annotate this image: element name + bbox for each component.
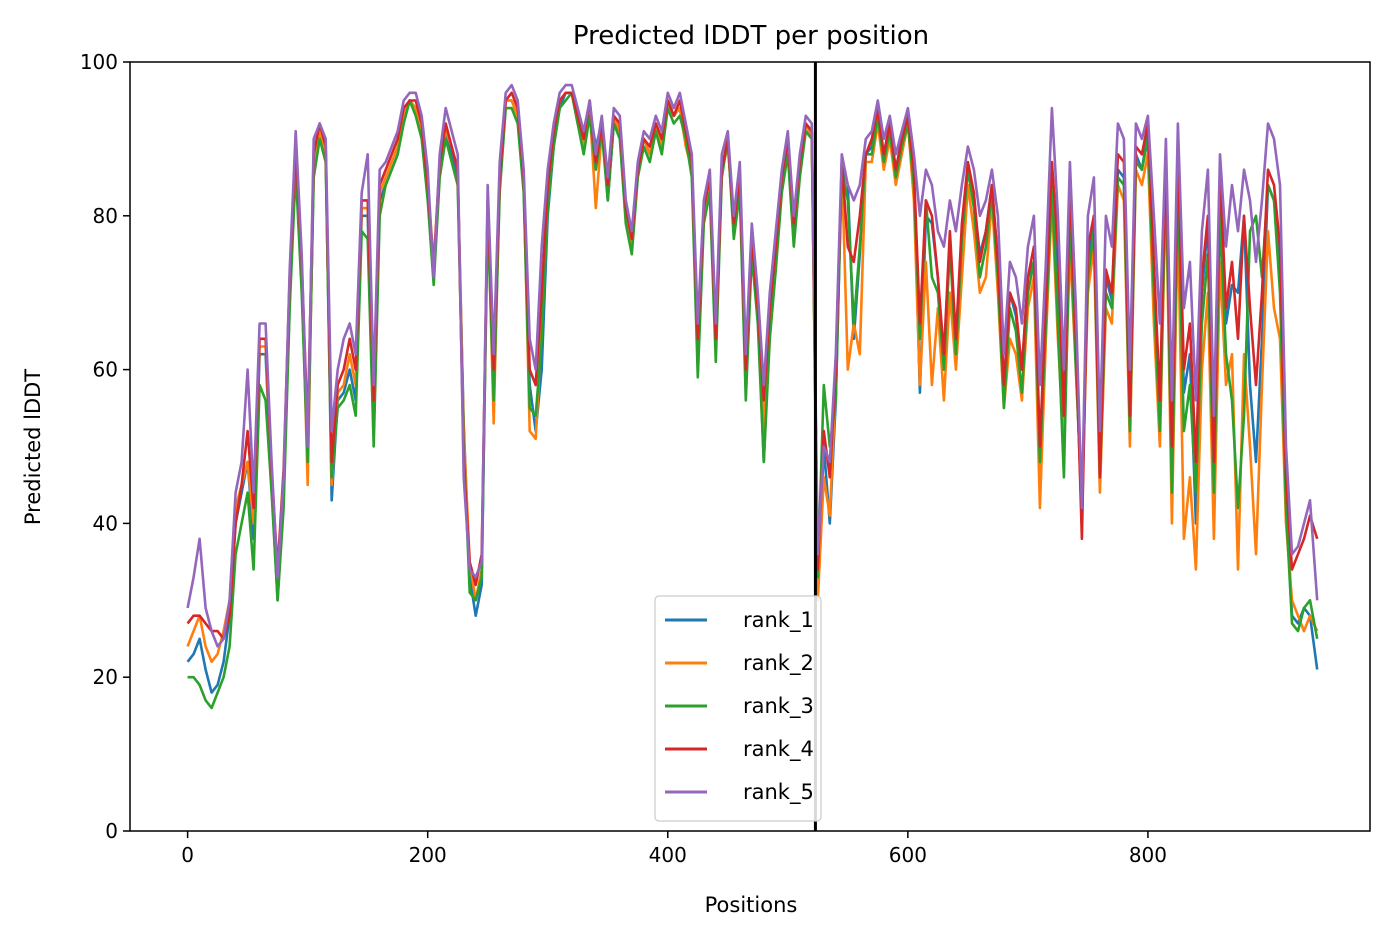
legend-label-rank-3: rank_3 <box>743 694 814 719</box>
y-tick-label: 40 <box>93 511 118 535</box>
y-tick-label: 100 <box>80 50 118 74</box>
series-layer <box>186 83 1319 710</box>
plot-frame <box>129 61 1371 832</box>
legend: rank_1 rank_2 rank_3 rank_4 rank_5 <box>654 595 822 822</box>
y-tick-label: 0 <box>105 819 118 843</box>
legend-label-rank-1: rank_1 <box>743 608 814 633</box>
x-tick-label: 400 <box>649 843 687 867</box>
legend-label-rank-2: rank_2 <box>743 651 814 676</box>
x-tick-label: 0 <box>181 843 194 867</box>
x-tick-label: 600 <box>889 843 927 867</box>
x-tick-label: 200 <box>409 843 447 867</box>
x-axis: 0 200 400 600 800 <box>181 831 1167 867</box>
legend-label-rank-4: rank_4 <box>743 737 814 762</box>
chart-title: Predicted lDDT per position <box>573 21 929 51</box>
series-line-rank-5 <box>186 83 1319 648</box>
y-axis: 0 20 40 60 80 100 <box>80 50 130 843</box>
y-tick-label: 60 <box>93 358 118 382</box>
y-tick-label: 80 <box>93 204 118 228</box>
x-axis-label: Positions <box>705 893 798 917</box>
legend-label-rank-5: rank_5 <box>743 780 814 805</box>
x-tick-label: 800 <box>1129 843 1167 867</box>
y-axis-label: Predicted lDDT <box>21 369 45 525</box>
legend-box <box>654 595 822 822</box>
y-tick-label: 20 <box>93 665 118 689</box>
